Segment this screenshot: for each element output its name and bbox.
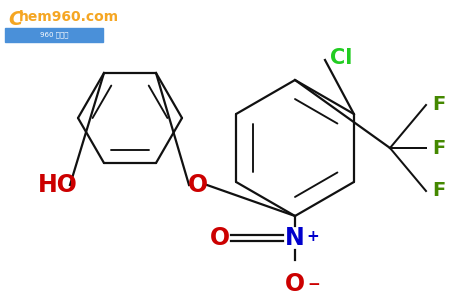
Text: F: F	[432, 181, 445, 200]
Text: Cl: Cl	[330, 48, 352, 68]
Text: N: N	[285, 226, 305, 250]
Text: HO: HO	[38, 173, 78, 197]
Bar	[5, 28, 103, 42]
Text: 960 化工网: 960 化工网	[40, 32, 68, 38]
Text: F: F	[432, 139, 445, 158]
Text: −: −	[307, 277, 320, 292]
Text: O: O	[285, 272, 305, 293]
Text: O: O	[210, 226, 230, 250]
Text: hem960.com: hem960.com	[19, 10, 119, 24]
Text: C: C	[8, 10, 22, 29]
Text: +: +	[306, 229, 319, 244]
Text: F: F	[432, 96, 445, 115]
Text: O: O	[188, 173, 208, 197]
